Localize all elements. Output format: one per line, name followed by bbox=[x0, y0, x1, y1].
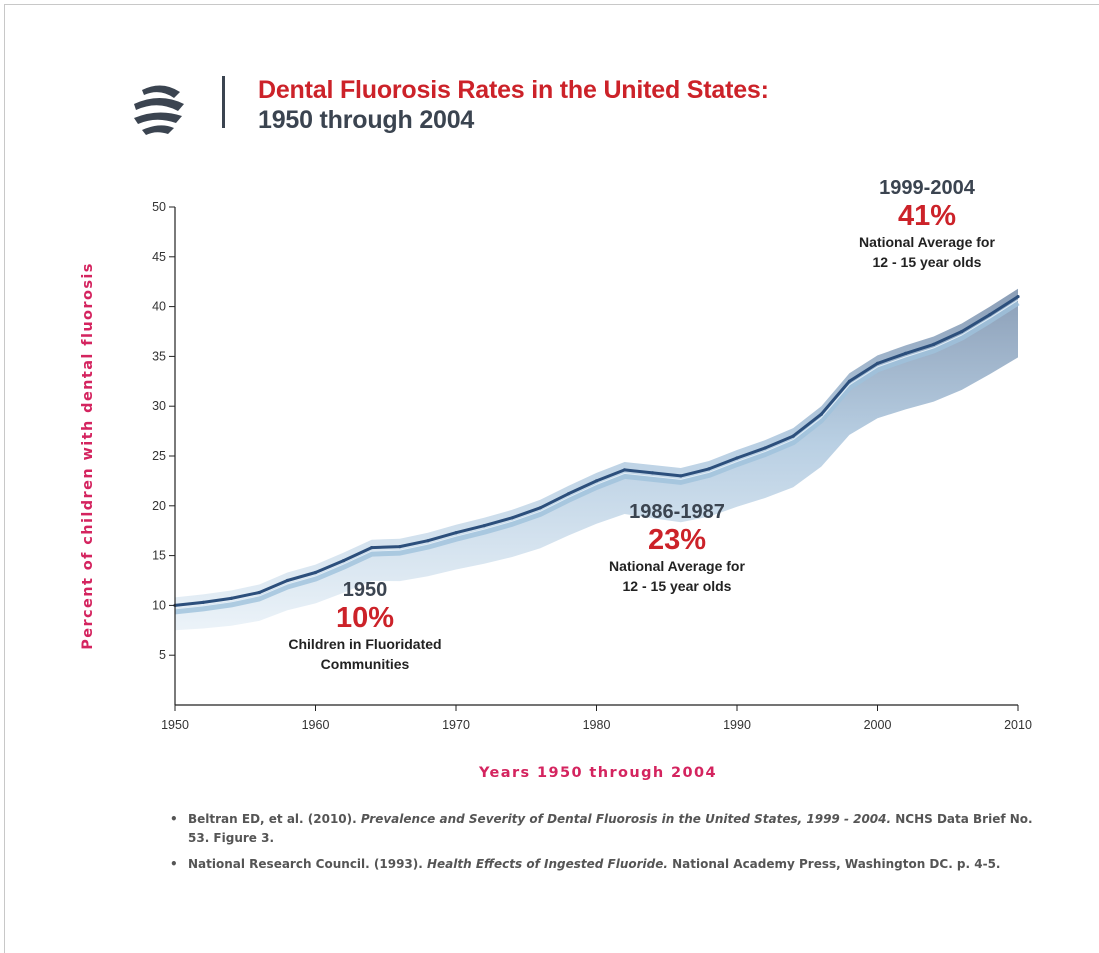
annotation-value: 41% bbox=[897, 200, 957, 232]
y-tick-label: 5 bbox=[159, 648, 166, 662]
reference-item: • Beltran ED, et al. (2010). Prevalence … bbox=[170, 810, 1040, 848]
frame-border-left bbox=[4, 4, 5, 953]
references-list: • Beltran ED, et al. (2010). Prevalence … bbox=[170, 810, 1040, 881]
series-line-highlight bbox=[174, 299, 1019, 610]
x-tick-label: 1950 bbox=[161, 718, 189, 732]
data-point bbox=[819, 412, 823, 416]
title-divider bbox=[222, 76, 225, 128]
y-tick-label: 25 bbox=[152, 449, 166, 463]
frame-border-top bbox=[4, 4, 1099, 5]
annotation-1950: 1950 10% Children in Fluoridated Communi… bbox=[260, 578, 470, 674]
annotation-1999-2004: 1999-2004 41% National Average for 12 - … bbox=[822, 176, 1032, 272]
y-tick-label: 35 bbox=[152, 349, 166, 363]
data-point bbox=[454, 531, 458, 535]
y-tick-label: 45 bbox=[152, 250, 166, 264]
data-point bbox=[735, 456, 739, 460]
x-tick-label: 2000 bbox=[864, 718, 892, 732]
annotation-description-line: 12 - 15 year olds bbox=[872, 254, 982, 270]
axes: 5 10 15 20 25 30 35 40 45 50 1950 1960 1970 1980 1990 2… bbox=[152, 200, 1032, 732]
data-point bbox=[679, 474, 683, 478]
data-point bbox=[201, 600, 205, 605]
reference-source: National Academy Press, Washington DC. p… bbox=[667, 857, 1001, 871]
data-point bbox=[342, 559, 346, 563]
y-tick-label: 40 bbox=[152, 300, 166, 314]
annotation-description-line: 12 - 15 year olds bbox=[622, 578, 732, 594]
reference-source: NCHS Data Brief No. 53. Figure 3. bbox=[188, 812, 1033, 845]
data-point bbox=[398, 545, 402, 549]
reference-title: Prevalence and Severity of Dental Fluoro… bbox=[360, 812, 892, 826]
chart-title: Dental Fluorosis Rates in the United Sta… bbox=[258, 76, 769, 104]
data-point bbox=[651, 471, 655, 475]
data-point bbox=[594, 479, 599, 483]
x-tick-label: 1970 bbox=[442, 718, 470, 732]
annotation-year: 1999-2004 bbox=[879, 177, 975, 199]
series-line-glow bbox=[174, 300, 1020, 615]
data-point bbox=[904, 351, 908, 355]
data-point bbox=[932, 342, 936, 346]
data-point bbox=[426, 539, 430, 543]
water-band bbox=[175, 288, 1018, 631]
plot-area bbox=[173, 288, 1020, 631]
x-tick-label: 1960 bbox=[302, 718, 330, 732]
annotation-year: 1950 bbox=[342, 579, 388, 601]
data-point bbox=[763, 446, 767, 450]
data-point bbox=[847, 379, 852, 383]
y-tick-label: 10 bbox=[152, 598, 166, 612]
data-point bbox=[229, 596, 233, 601]
data-point bbox=[1016, 295, 1020, 299]
x-axis-title: Years 1950 through 2004 bbox=[478, 765, 717, 781]
data-point bbox=[313, 570, 318, 575]
y-tick-label: 30 bbox=[152, 399, 166, 413]
annotation-description-line: National Average for bbox=[859, 234, 995, 250]
annotation-description-line: Children in Fluoridated bbox=[288, 636, 442, 652]
chart-subtitle: 1950 through 2004 bbox=[258, 106, 475, 134]
reference-authors: National Research Council. (1993). bbox=[188, 857, 427, 871]
y-axis-title: Percent of children with dental fluorosi… bbox=[80, 262, 96, 650]
data-point bbox=[623, 468, 627, 472]
data-point bbox=[538, 506, 542, 510]
bullet-icon: • bbox=[170, 812, 178, 826]
y-tick-label: 20 bbox=[152, 499, 166, 513]
data-point bbox=[510, 516, 514, 520]
data-point bbox=[566, 492, 571, 496]
reference-title: Health Effects of Ingested Fluoride. bbox=[427, 857, 668, 871]
annotation-year: 1986-1987 bbox=[629, 501, 725, 523]
data-point bbox=[791, 434, 795, 438]
data-point bbox=[707, 467, 711, 471]
x-tick-label: 2010 bbox=[1004, 718, 1032, 732]
data-point bbox=[257, 590, 261, 595]
reference-item: • National Research Council. (1993). Hea… bbox=[170, 855, 1040, 874]
annotation-value: 10% bbox=[335, 602, 395, 634]
y-tick-label: 15 bbox=[152, 549, 166, 563]
annotation-description-line: Communities bbox=[320, 656, 410, 672]
data-point bbox=[988, 313, 992, 317]
x-tick-label: 1980 bbox=[583, 718, 611, 732]
data-point bbox=[370, 546, 374, 550]
annotation-value: 23% bbox=[647, 524, 707, 556]
data-point bbox=[875, 361, 880, 365]
stylized-globe-logo-icon bbox=[134, 85, 184, 135]
x-tick-label: 1990 bbox=[723, 718, 751, 732]
annotation-1986-1987: 1986-1987 23% National Average for 12 - … bbox=[572, 500, 782, 596]
annotation-description-line: National Average for bbox=[609, 558, 745, 574]
data-point bbox=[285, 578, 289, 583]
bullet-icon: • bbox=[170, 857, 178, 871]
reference-authors: Beltran ED, et al. (2010). bbox=[188, 812, 361, 826]
data-point bbox=[960, 329, 964, 334]
data-point bbox=[482, 524, 486, 528]
y-tick-label: 50 bbox=[152, 200, 166, 214]
